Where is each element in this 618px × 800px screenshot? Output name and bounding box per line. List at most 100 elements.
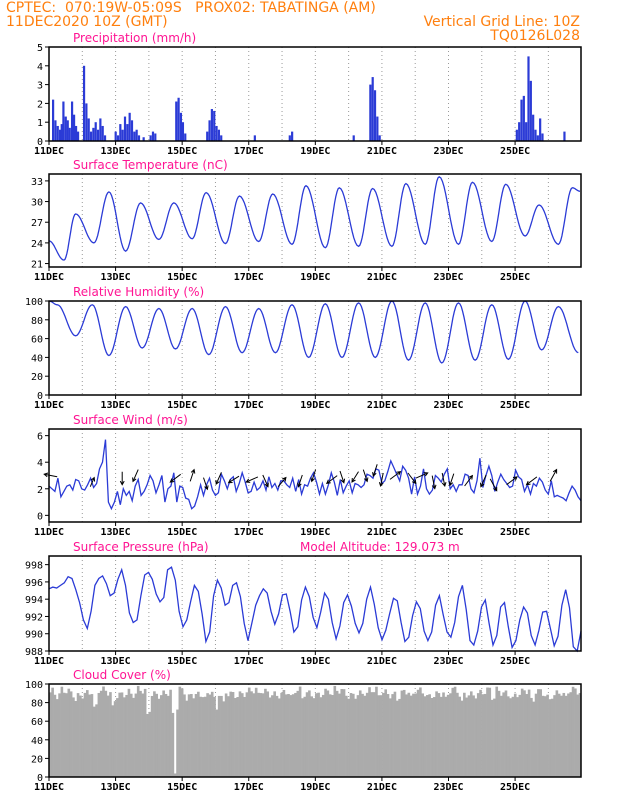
- x-tick-label: 21DEC: [367, 656, 397, 667]
- x-tick-label: 19DEC: [300, 146, 330, 157]
- precip-bar: [102, 126, 104, 141]
- cloud-bar: [454, 687, 457, 777]
- panel-title: Surface Temperature (nC): [73, 158, 228, 172]
- precip-bar: [372, 77, 374, 141]
- x-tick-label: 23DEC: [433, 656, 463, 667]
- cloud-bar: [440, 697, 443, 777]
- precip-bar: [539, 118, 541, 141]
- cloud-bar: [530, 698, 533, 777]
- x-tick-label: 25DEC: [500, 146, 530, 157]
- precip-bar: [178, 98, 180, 141]
- cloud-bar: [491, 700, 494, 777]
- cloud-bar: [359, 690, 362, 777]
- cloud-bar: [225, 693, 228, 777]
- x-tick-label: 25DEC: [500, 400, 530, 411]
- cloud-bar: [77, 693, 80, 777]
- precip-bar: [206, 132, 208, 141]
- wind-arrow: [120, 472, 124, 485]
- y-tick-label: 40: [31, 736, 43, 747]
- cloud-bar: [292, 694, 295, 777]
- panel-annotation: Model Altitude: 129.073 m: [300, 540, 460, 554]
- y-tick-label: 2: [37, 99, 43, 110]
- cloud-bar: [484, 694, 487, 777]
- cloud-bar: [248, 688, 251, 777]
- cloud-bar: [264, 689, 267, 777]
- cloud-bar: [507, 696, 510, 777]
- x-tick-label: 13DEC: [101, 146, 131, 157]
- precip-bar: [131, 120, 133, 141]
- wind-arrow: [170, 474, 180, 482]
- cloud-bar: [389, 698, 392, 777]
- cloud-bar: [343, 689, 346, 777]
- y-tick-label: 33: [31, 177, 43, 188]
- cloud-bar: [537, 689, 540, 777]
- precip-bar: [97, 130, 99, 141]
- x-tick-label: 19DEC: [300, 656, 330, 667]
- wind-arrow: [490, 479, 497, 491]
- wind-arrow: [550, 470, 557, 482]
- cloud-bar: [387, 694, 390, 777]
- cloud-bar: [202, 697, 205, 777]
- cloud-bar: [72, 697, 75, 777]
- cloud-bar: [190, 694, 193, 777]
- precip-bar: [369, 85, 371, 141]
- cloud-bar: [287, 694, 290, 777]
- cloud-bar: [347, 699, 350, 777]
- cloud-bar: [477, 693, 480, 777]
- cloud-bar: [558, 694, 561, 777]
- x-tick-label: 13DEC: [101, 272, 131, 283]
- y-tick-label: 40: [31, 353, 43, 364]
- precip-bar: [353, 135, 355, 141]
- y-tick-label: 60: [31, 717, 43, 728]
- x-tick-label: 21DEC: [367, 400, 397, 411]
- precip-bar: [77, 132, 79, 141]
- cloud-bar: [572, 687, 575, 777]
- precip-bar: [133, 132, 135, 141]
- cloud-bar: [192, 698, 195, 777]
- meteogram-svg: 01234511DEC 13DEC 15DEC 17DEC 19DEC 21DEC 23DE…: [0, 0, 618, 800]
- cloud-bar: [183, 694, 186, 777]
- x-tick-label: 19DEC: [300, 782, 330, 793]
- cloud-bar: [303, 697, 306, 777]
- cloud-bar: [162, 690, 165, 777]
- cloud-bar: [354, 699, 357, 777]
- cloud-bar: [176, 710, 179, 777]
- y-tick-label: 80: [31, 316, 43, 327]
- precip-bar: [136, 130, 138, 141]
- precip-bar: [69, 128, 71, 141]
- cloud-bar: [384, 689, 387, 777]
- precip-bar: [525, 122, 527, 141]
- cloud-bar: [234, 698, 237, 777]
- precip-bar: [213, 111, 215, 141]
- cloud-bar: [419, 687, 422, 777]
- wind-arrow: [352, 472, 359, 482]
- cloud-bar: [313, 698, 316, 777]
- y-tick-label: 3: [37, 81, 43, 92]
- cloud-bar: [340, 689, 343, 777]
- cloud-bar: [195, 694, 198, 777]
- cloud-bar: [403, 690, 406, 777]
- cloud-bar: [114, 701, 117, 777]
- cloud-bar: [509, 698, 512, 777]
- x-tick-label: 15DEC: [167, 146, 197, 157]
- cloud-bar: [556, 690, 559, 777]
- y-tick-label: 0: [37, 511, 43, 522]
- cloud-bar: [373, 692, 376, 777]
- cloud-bar: [169, 690, 172, 777]
- wind-arrow: [44, 473, 57, 477]
- x-tick-label: 19DEC: [300, 272, 330, 283]
- x-tick-label: 25DEC: [500, 656, 530, 667]
- precip-bar: [180, 113, 182, 141]
- cloud-bar: [216, 710, 219, 777]
- precip-bar: [541, 133, 543, 141]
- cloud-bar: [569, 692, 572, 777]
- cloud-bar: [519, 695, 522, 777]
- cloud-bar: [213, 697, 216, 777]
- cloud-bar: [465, 698, 468, 777]
- x-tick-label: 15DEC: [167, 782, 197, 793]
- precip-bar: [83, 66, 85, 141]
- wind-arrow: [190, 470, 195, 482]
- cloud-bar: [128, 689, 131, 777]
- cloud-bar: [371, 692, 374, 777]
- y-tick-label: 998: [25, 561, 43, 572]
